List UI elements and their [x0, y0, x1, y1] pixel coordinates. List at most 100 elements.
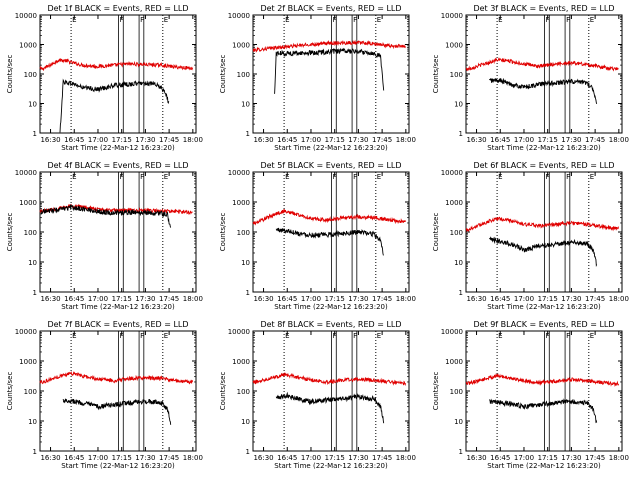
x-tick-label: 16:30 [466, 454, 486, 462]
x-tick-label: 17:15 [112, 454, 132, 462]
x-axis-label: Start Time (22-Mar-12 16:23:20) [274, 462, 388, 470]
y-axis-label: Counts/sec [6, 213, 14, 252]
x-tick-label: 17:45 [159, 454, 179, 462]
marker-label: F [120, 16, 124, 24]
x-tick-label: 17:15 [112, 295, 132, 303]
y-tick-label: 10 [241, 259, 250, 267]
y-tick-label: 100 [450, 388, 463, 396]
y-tick-label: 1000 [232, 358, 250, 366]
chart-title: Det 4f BLACK = Events, RED = LLD [47, 161, 188, 170]
x-tick-label: 16:45 [64, 136, 84, 144]
x-tick-label: 17:15 [538, 454, 558, 462]
x-tick-label: 18:00 [396, 136, 416, 144]
y-tick-label: 1 [33, 448, 37, 456]
marker-label: F [546, 16, 550, 24]
marker-label: E [72, 332, 76, 340]
x-tick-label: 16:30 [40, 136, 60, 144]
marker-label: E [377, 16, 381, 24]
chart-title: Det 7f BLACK = Events, RED = LLD [47, 320, 188, 329]
events-series-line [275, 227, 384, 256]
y-tick-label: 10 [241, 101, 250, 109]
x-tick-label: 16:30 [253, 454, 273, 462]
x-tick-label: 17:00 [301, 136, 321, 144]
y-tick-label: 10000 [15, 328, 37, 336]
y-tick-label: 10 [28, 259, 37, 267]
x-tick-label: 16:45 [64, 295, 84, 303]
y-tick-label: 1 [33, 289, 37, 297]
marker-label: F [333, 332, 337, 340]
marker-label: F [546, 173, 550, 181]
lld-series-line [252, 208, 407, 226]
y-axis-label: Counts/sec [219, 372, 227, 411]
y-tick-label: 100 [450, 229, 463, 237]
x-tick-label: 17:30 [348, 295, 368, 303]
plot-frame [39, 330, 197, 452]
lld-series-line [39, 371, 194, 385]
lld-series-line [252, 372, 407, 387]
x-tick-label: 18:00 [396, 454, 416, 462]
chart-title: Det 1f BLACK = Events, RED = LLD [47, 4, 188, 13]
x-tick-label: 17:45 [372, 454, 392, 462]
x-tick-label: 17:15 [538, 295, 558, 303]
x-tick-label: 17:15 [538, 136, 558, 144]
y-tick-label: 10 [28, 101, 37, 109]
x-axis-label: Start Time (22-Mar-12 16:23:20) [487, 144, 601, 152]
marker-label: F [333, 173, 337, 181]
marker-label: F [140, 332, 144, 340]
marker-label: E [377, 173, 381, 181]
y-axis-label: Counts/sec [219, 55, 227, 94]
chart-panel: Det 7f BLACK = Events, RED = LLD Counts/s… [6, 320, 203, 470]
y-tick-label: 10000 [441, 12, 463, 20]
x-tick-label: 17:45 [585, 454, 605, 462]
y-tick-label: 100 [24, 229, 37, 237]
marker-label: F [353, 332, 357, 340]
marker-label: E [498, 16, 502, 24]
x-tick-label: 17:45 [159, 295, 179, 303]
lld-series-line [465, 372, 620, 387]
y-tick-label: 10000 [228, 169, 250, 177]
y-tick-label: 1000 [232, 199, 250, 207]
x-tick-label: 16:30 [253, 295, 273, 303]
y-tick-label: 1 [33, 130, 37, 138]
plot-frame [465, 330, 623, 452]
x-tick-label: 17:30 [561, 295, 581, 303]
marker-label: E [285, 173, 289, 181]
y-tick-label: 1 [246, 289, 250, 297]
marker-label: F [353, 16, 357, 24]
plot-frame [39, 14, 197, 134]
marker-label: E [72, 173, 76, 181]
chart-panel: Det 1f BLACK = Events, RED = LLD Counts/s… [6, 4, 203, 152]
x-tick-label: 18:00 [183, 136, 203, 144]
marker-label: E [590, 16, 594, 24]
x-tick-label: 17:00 [88, 136, 108, 144]
chart-title: Det 5f BLACK = Events, RED = LLD [260, 161, 401, 170]
chart-panel: Det 2f BLACK = Events, RED = LLD Counts/s… [219, 4, 416, 152]
x-tick-label: 17:00 [301, 454, 321, 462]
x-tick-label: 17:30 [561, 136, 581, 144]
plot-frame [252, 14, 410, 134]
y-tick-label: 100 [237, 229, 250, 237]
chart-title: Det 8f BLACK = Events, RED = LLD [260, 320, 401, 329]
x-tick-label: 16:30 [253, 136, 273, 144]
events-series-line [275, 391, 385, 424]
y-tick-label: 1 [246, 130, 250, 138]
events-series-line [488, 236, 598, 267]
y-axis-label: Counts/sec [432, 372, 440, 411]
x-tick-label: 16:45 [490, 136, 510, 144]
y-tick-label: 100 [24, 71, 37, 79]
chart-title: Det 6f BLACK = Events, RED = LLD [473, 161, 614, 170]
y-tick-label: 1 [459, 130, 463, 138]
y-axis-label: Counts/sec [432, 55, 440, 94]
x-tick-label: 17:30 [135, 454, 155, 462]
x-tick-label: 16:45 [277, 295, 297, 303]
x-tick-label: 16:45 [277, 136, 297, 144]
x-axis-label: Start Time (22-Mar-12 16:23:20) [274, 144, 388, 152]
events-series-line [40, 204, 172, 228]
chart-panel: Det 8f BLACK = Events, RED = LLD Counts/s… [219, 320, 416, 470]
x-tick-label: 17:30 [135, 136, 155, 144]
x-tick-label: 17:45 [585, 295, 605, 303]
marker-label: F [333, 16, 337, 24]
y-tick-label: 1000 [445, 42, 463, 50]
marker-label: F [566, 16, 570, 24]
